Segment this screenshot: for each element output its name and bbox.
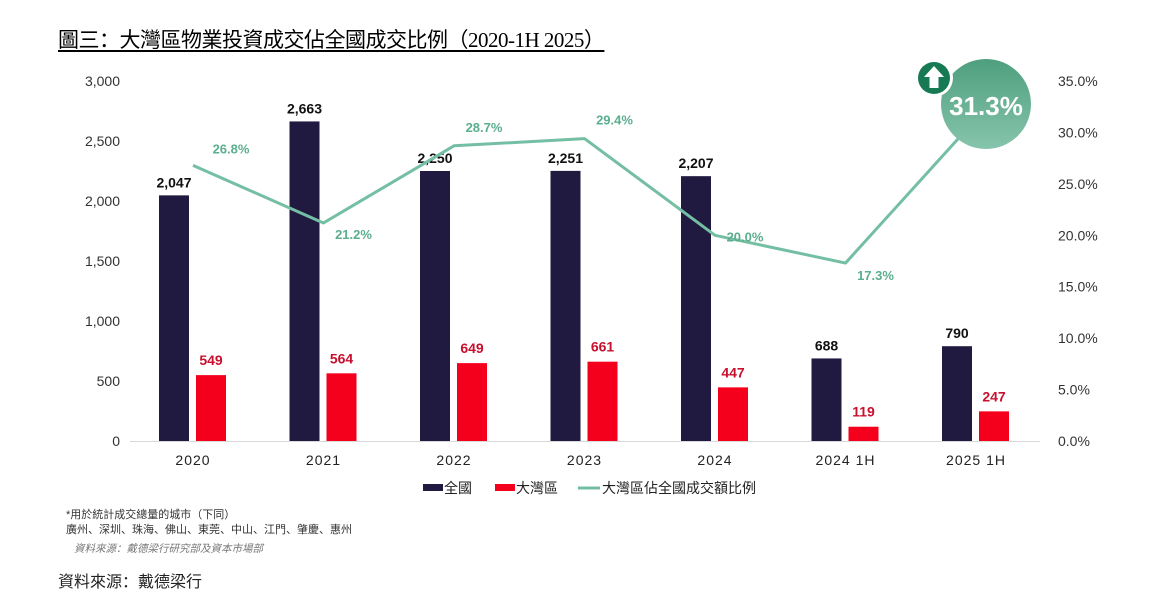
note-cities-heading: *用於統計成交總量的城市（下同） xyxy=(66,509,236,521)
left-axis-tick-label: 1,000 xyxy=(85,313,120,329)
bar-gba xyxy=(326,373,357,441)
highlight-bubble-value: 31.3% xyxy=(949,91,1023,121)
right-axis: 0.0% 5.0% 10.0% 15.0% 20.0% 25.0% 30.0% 35.0% xyxy=(1058,73,1098,449)
note-research-source: 資料來源：戴德梁行研究部及資本市場部 xyxy=(74,543,263,555)
bar-national xyxy=(811,358,842,441)
bar-gba-label: 447 xyxy=(721,364,745,380)
ratio-line-label: 28.7% xyxy=(466,120,503,135)
right-axis-tick-label: 30.0% xyxy=(1058,124,1098,140)
x-axis-tick-label: 2021 xyxy=(306,452,341,468)
bar-national-label: 688 xyxy=(815,337,839,353)
bar-gba-label: 564 xyxy=(330,350,354,366)
x-axis-tick-label: 2025 1H xyxy=(946,452,1006,468)
source-footer: 資料來源：戴德梁行 xyxy=(58,574,203,591)
bar-gba xyxy=(196,375,226,441)
left-axis-tick-label: 500 xyxy=(97,373,121,389)
left-axis-tick-label: 0 xyxy=(112,433,120,449)
bar-gba xyxy=(848,426,879,441)
ratio-line-path xyxy=(192,118,978,265)
legend: 全國 大灣區 大灣區佔全國成交額比例 xyxy=(423,480,756,496)
x-axis-tick-label: 2024 1H xyxy=(816,452,876,468)
x-axis-tick-label: 2022 xyxy=(436,452,471,468)
bar-national xyxy=(289,121,320,441)
legend-label: 全國 xyxy=(444,480,472,496)
ratio-line-label: 21.2% xyxy=(335,227,372,242)
right-axis-tick-label: 25.0% xyxy=(1058,176,1098,192)
bar-national-label: 2,047 xyxy=(156,174,191,190)
left-axis-tick-label: 3,000 xyxy=(85,73,120,89)
x-axis-tick-label: 2020 xyxy=(175,452,210,468)
bar-national xyxy=(681,176,711,441)
x-axis-tick-label: 2023 xyxy=(567,452,602,468)
bar-gba xyxy=(457,363,487,441)
bar-gba xyxy=(587,361,618,441)
x-axis-labels: 2020 2021 2022 2023 2024 2024 1H 2025 1H xyxy=(175,452,1006,468)
bar-national-label: 2,663 xyxy=(287,100,322,116)
bar-national-label: 2,207 xyxy=(678,155,713,171)
bar-national xyxy=(942,346,972,441)
right-axis-tick-label: 35.0% xyxy=(1058,73,1098,89)
left-axis-tick-label: 2,000 xyxy=(85,193,120,209)
bar-national-label: 2,251 xyxy=(548,150,583,166)
ratio-line-label: 17.3% xyxy=(857,268,894,283)
legend-swatch-bar xyxy=(423,484,443,491)
bar-gba-label: 649 xyxy=(460,340,484,356)
highlight-bubble-circle xyxy=(941,59,1031,149)
bar-gba-label: 247 xyxy=(982,388,1006,404)
highlight-bubble: 31.3% xyxy=(915,59,1031,149)
chart-title: 圖三：大灣區物業投資成交佔全國成交比例（2020-1H 2025） xyxy=(58,28,605,52)
legend-label: 大灣區 xyxy=(516,480,558,496)
ratio-line-label: 20.0% xyxy=(727,229,764,244)
bar-national xyxy=(550,170,581,441)
right-axis-tick-label: 0.0% xyxy=(1058,433,1090,449)
left-axis-tick-label: 2,500 xyxy=(85,133,120,149)
bar-gba xyxy=(979,411,1009,441)
bar-national-label: 790 xyxy=(945,325,969,341)
right-axis-tick-label: 20.0% xyxy=(1058,227,1098,243)
right-axis-tick-label: 10.0% xyxy=(1058,330,1098,346)
bar-gba-label: 549 xyxy=(199,352,223,368)
ratio-line-label: 26.8% xyxy=(213,141,250,156)
right-axis-tick-label: 5.0% xyxy=(1058,382,1090,398)
x-axis-tick-label: 2024 xyxy=(697,452,732,468)
note-cities-list: 廣州、深圳、珠海、佛山、東莞、中山、江門、肇慶、惠州 xyxy=(66,524,352,536)
ratio-line-label: 29.4% xyxy=(596,113,633,128)
left-axis: 0 500 1,000 1,500 2,000 2,500 3,000 xyxy=(85,73,120,449)
right-axis-tick-label: 15.0% xyxy=(1058,279,1098,295)
bars: 2,0475492,6635642,2506492,2516612,207447… xyxy=(156,100,1009,441)
bar-gba-label: 119 xyxy=(852,404,875,420)
legend-label: 大灣區佔全國成交額比例 xyxy=(602,480,756,496)
bar-national xyxy=(420,171,450,441)
left-axis-tick-label: 1,500 xyxy=(85,253,120,269)
bar-gba-label: 661 xyxy=(591,339,615,355)
bar-national xyxy=(159,195,189,441)
arrow-up-icon xyxy=(924,66,944,88)
bar-gba xyxy=(718,387,748,441)
ratio-line: 26.8% 21.2% 28.7% 29.4% 20.0% 17.3% xyxy=(192,113,978,283)
legend-swatch-bar xyxy=(495,484,515,491)
